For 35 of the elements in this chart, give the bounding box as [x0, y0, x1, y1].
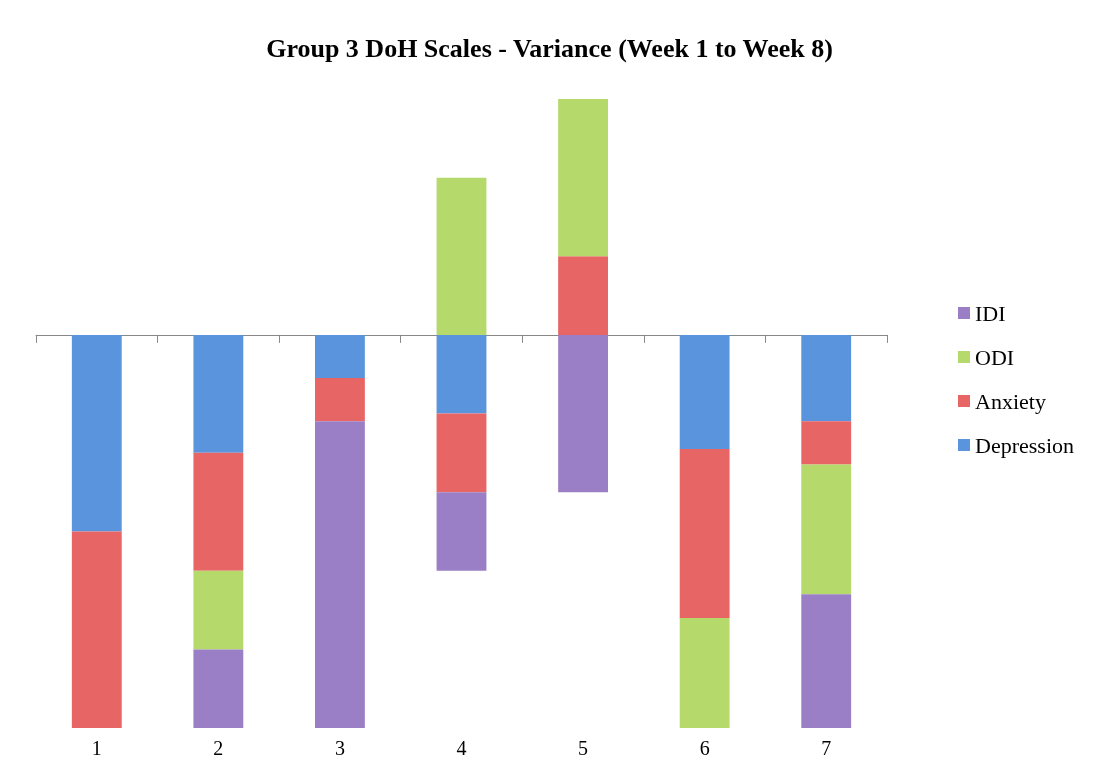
bar	[801, 421, 852, 465]
legend-label: ODI	[975, 344, 1015, 370]
bar	[71, 531, 122, 728]
bar	[315, 378, 365, 422]
x-tick-label: 4	[456, 737, 467, 758]
bar	[679, 448, 730, 618]
bar	[801, 334, 852, 422]
bar	[436, 492, 487, 571]
bar	[558, 99, 608, 257]
bar	[315, 421, 365, 728]
bar	[436, 413, 487, 493]
bar	[679, 617, 730, 728]
x-tick-label: 3	[334, 737, 345, 758]
bar	[71, 334, 122, 532]
bar	[315, 334, 365, 379]
legend-label: Depression	[975, 432, 1075, 458]
bar	[193, 452, 244, 571]
bar	[679, 334, 730, 449]
legend-label: IDI	[975, 300, 1006, 326]
bar	[801, 594, 852, 728]
bar	[436, 177, 487, 335]
x-tick-label: 5	[578, 737, 589, 758]
bar	[558, 256, 608, 335]
bar	[193, 570, 244, 650]
chart-title: Group 3 DoH Scales - Variance (Week 1 to Week 8)	[266, 33, 833, 63]
x-tick-label: 7	[821, 737, 832, 758]
x-tick-label: 6	[699, 737, 710, 758]
bar	[436, 334, 487, 414]
x-tick-label: 2	[213, 737, 224, 758]
bar	[193, 649, 244, 728]
x-tick-label: 1	[91, 737, 102, 758]
legend-label: Anxiety	[975, 388, 1046, 414]
bar	[558, 334, 608, 493]
bar	[193, 334, 244, 453]
bar	[801, 464, 852, 595]
